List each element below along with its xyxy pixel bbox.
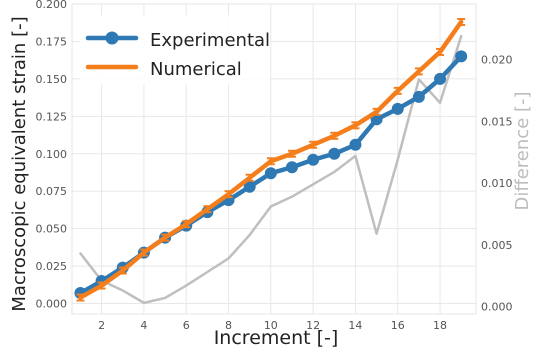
x-tick-label: 6 [183,319,190,332]
difference-series-layer [79,34,463,305]
y-tick-label: 0.000 [36,298,68,311]
legend-marker-experimental [105,31,119,45]
y-tick-label: 0.125 [36,110,68,123]
difference-series-line [79,34,463,305]
x-tick-label: 8 [225,319,232,332]
y-tick-label: 0.025 [36,260,68,273]
x-tick-label: 14 [348,319,362,332]
experimental-point [243,180,256,193]
y2-tick-label: 0.000 [481,301,513,314]
y-tick-label: 0.075 [36,185,68,198]
experimental-point [328,147,341,160]
y2-tick-label: 0.005 [481,239,513,252]
y-tick-label: 0.100 [36,148,68,161]
experimental-point [307,153,320,166]
x-tick-label: 18 [433,319,447,332]
y2-tick-label: 0.010 [481,177,513,190]
plot-frame [71,3,477,315]
strain-series-layer [74,17,468,302]
x-tick-label: 12 [306,319,320,332]
y2-tick-label: 0.020 [481,54,513,67]
tick-labels: 2 4 6 8 10 12 14 16 18 0.000 0.025 0.050 0.075 0.100 0… [36,0,513,332]
y-tick-label: 0.150 [36,73,68,86]
x-tick-label: 16 [391,319,405,332]
x-tick-label: 4 [140,319,147,332]
y2-tick-label: 0.015 [481,115,513,128]
x-tick-label: 10 [264,319,278,332]
y-axis-label: Macroscopic equivalent strain [-] [9,16,30,311]
y-tick-label: 0.200 [36,0,68,11]
experimental-point [349,138,362,151]
experimental-point [264,167,277,180]
y-tick-label: 0.175 [36,35,68,48]
y-tick-label: 0.050 [36,223,68,236]
experimental-point [391,102,404,115]
x-tick-label: 2 [98,319,105,332]
legend: Experimental Numerical [80,15,270,85]
legend-box [80,15,270,85]
experimental-point [412,90,425,103]
x-axis-label: Increment [-] [214,327,339,349]
legend-label-experimental: Experimental [150,30,270,51]
experimental-point [455,50,468,63]
experimental-point [285,161,298,174]
y2-axis-label: Difference [-] [512,91,533,210]
experimental-point [434,72,447,85]
legend-label-numerical: Numerical [150,59,242,80]
